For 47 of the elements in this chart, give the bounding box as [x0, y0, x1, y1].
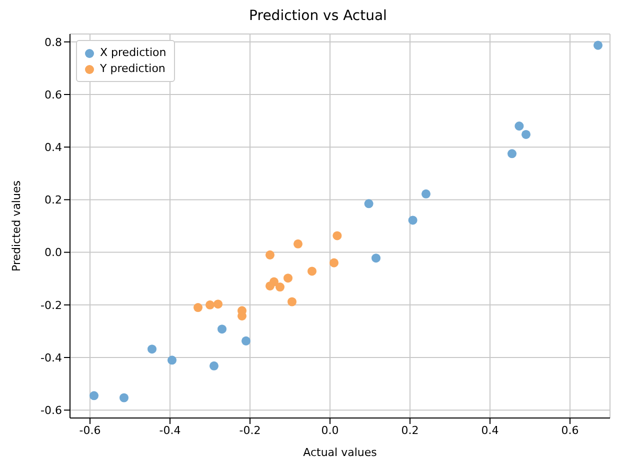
x-tick-label: 0.6 [561, 424, 579, 437]
x-tick-label: -0.2 [239, 424, 261, 437]
point [287, 297, 297, 306]
point [307, 266, 317, 276]
point [507, 149, 517, 158]
point [269, 277, 279, 286]
point [217, 324, 227, 334]
point [119, 393, 129, 402]
x-tick-label: -0.4 [159, 424, 181, 437]
point [364, 199, 374, 208]
point [593, 40, 603, 50]
point [167, 356, 177, 365]
x-tick-label: -0.6 [79, 424, 101, 437]
y-tick-label: -0.4 [40, 351, 62, 364]
x-tick-label: 0.0 [321, 424, 339, 437]
legend-label: X prediction [100, 45, 166, 61]
y-axis-title: Predicted values [10, 180, 23, 272]
point [332, 231, 342, 240]
point [283, 274, 293, 283]
point [371, 254, 381, 263]
point [205, 300, 215, 310]
x-tick-label: 0.2 [401, 424, 419, 437]
point [421, 189, 431, 198]
point [241, 336, 251, 346]
point [293, 239, 303, 248]
chart-title: Prediction vs Actual [248, 8, 388, 24]
point [213, 300, 223, 309]
y-tick-label: 0.8 [44, 36, 62, 49]
y-tick-label: 0.6 [44, 88, 62, 102]
y-tick-label: -0.2 [40, 298, 62, 312]
x-axis-title: Actual values [303, 446, 378, 459]
point [408, 216, 418, 225]
point [514, 122, 524, 131]
point [147, 344, 157, 354]
point [329, 258, 339, 268]
legend-label: Y prediction [100, 61, 166, 77]
y-tick-label: 0.2 [44, 194, 62, 207]
point [275, 282, 285, 292]
point [521, 130, 531, 139]
x-tick-label: 0.4 [481, 424, 499, 437]
y-tick-label: 0.4 [44, 141, 62, 154]
point [193, 303, 203, 312]
point [209, 361, 219, 370]
y-tick-label: 0.0 [44, 246, 62, 260]
point [89, 391, 99, 400]
y-tick-label: -0.6 [40, 404, 62, 418]
point [265, 250, 275, 260]
